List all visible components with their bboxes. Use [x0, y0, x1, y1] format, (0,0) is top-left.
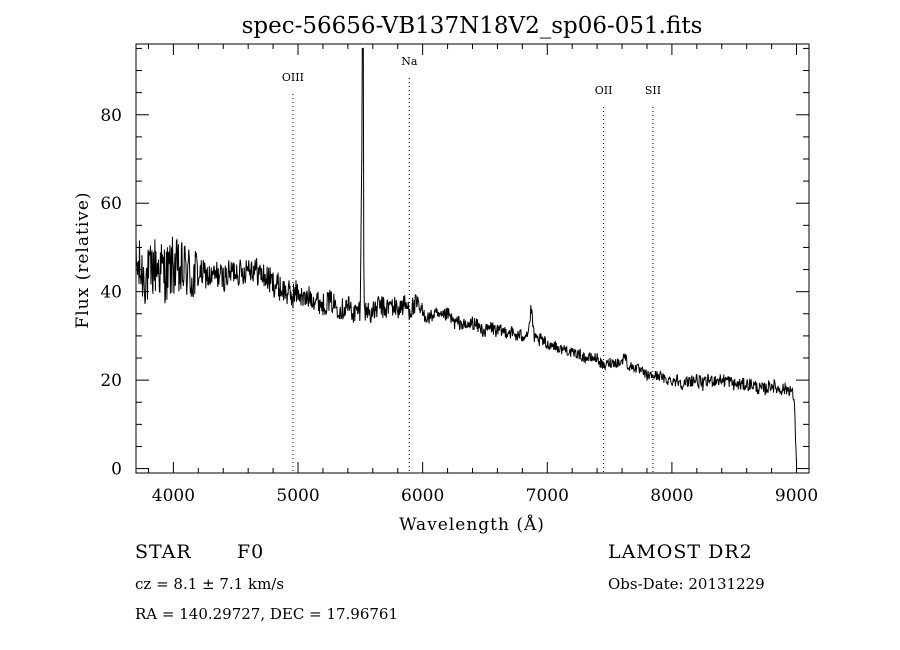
survey-name: LAMOST DR2 [608, 541, 753, 563]
x-tick-label: 4000 [152, 486, 195, 506]
x-axis-label: Wavelength (Å) [399, 514, 545, 535]
chart-title: spec-56656-VB137N18V2_sp06-051.fits [242, 13, 703, 39]
y-tick-label: 0 [111, 460, 122, 480]
y-axis-label: Flux (relative) [73, 191, 93, 328]
y-tick-label: 80 [100, 106, 122, 126]
spectrum-line [135, 47, 797, 464]
reference-line-label: Na [401, 55, 418, 68]
observation-date: Obs-Date: 20131229 [608, 575, 765, 593]
y-tick-label: 40 [100, 283, 122, 303]
x-tick-label: 9000 [775, 486, 818, 506]
x-tick-label: 8000 [650, 486, 693, 506]
y-tick-label: 20 [100, 371, 122, 391]
reference-lines: OIII Na OII SII [282, 55, 661, 473]
x-tick-label: 7000 [526, 486, 569, 506]
object-subclass: F0 [237, 541, 265, 563]
axis-ticks [136, 44, 809, 473]
object-class: STAR [135, 541, 192, 563]
y-tick-labels: 0 20 40 60 80 [100, 106, 122, 480]
coordinates: RA = 140.29727, DEC = 17.96761 [135, 605, 399, 623]
redshift-velocity: cz = 8.1 ± 7.1 km/s [135, 575, 285, 593]
reference-line-label: OIII [282, 71, 304, 84]
reference-line-label: OII [595, 84, 613, 97]
plot-frame [135, 43, 810, 474]
x-tick-label: 6000 [401, 486, 444, 506]
y-tick-label: 60 [100, 194, 122, 214]
x-tick-label: 5000 [276, 486, 319, 506]
reference-line-label: SII [645, 84, 661, 97]
x-tick-labels: 4000 5000 6000 7000 8000 9000 [152, 486, 818, 506]
